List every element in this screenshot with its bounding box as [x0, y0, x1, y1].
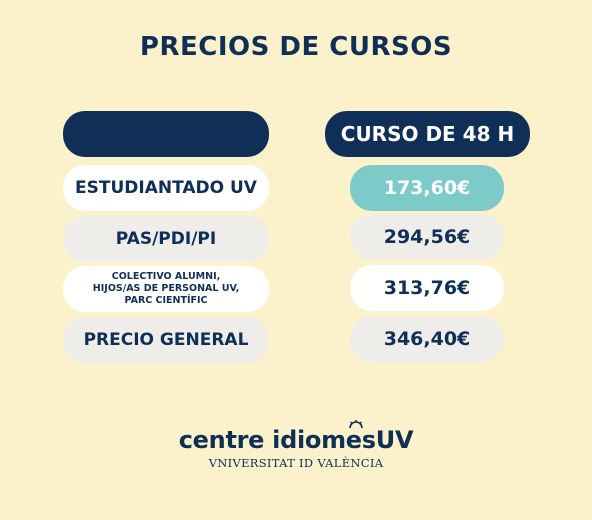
centre-idiomes-logo: centre idiomesUV VNIVERSITAT ID VALÈNCIA [0, 420, 592, 470]
row-label-pas-pdi-pi: PAS/PDI/PI [63, 216, 269, 262]
row-label-colectivo-alumni: COLECTIVO ALUMNI, HIJOS/AS DE PERSONAL U… [63, 266, 269, 312]
row-label-estudiantado: ESTUDIANTADO UV [63, 165, 269, 211]
university-name: VNIVERSITAT ID VALÈNCIA [208, 456, 384, 470]
header-label-column [63, 111, 269, 157]
row-price-colectivo-alumni: 313,76€ [350, 265, 504, 311]
row-price-precio-general: 346,40€ [350, 316, 504, 362]
logo-wordmark: centre idiomesUV [178, 420, 414, 454]
row-price-estudiantado: 173,60€ [350, 165, 504, 211]
header-course-column: CURSO DE 48 H [325, 111, 530, 157]
logo-main-text: centre idiomesUV [178, 426, 414, 454]
page-title: PRECIOS DE CURSOS [139, 32, 453, 62]
row-label-precio-general: PRECIO GENERAL [63, 317, 269, 363]
sun-icon [348, 420, 363, 428]
row-price-pas-pdi-pi: 294,56€ [350, 214, 504, 260]
